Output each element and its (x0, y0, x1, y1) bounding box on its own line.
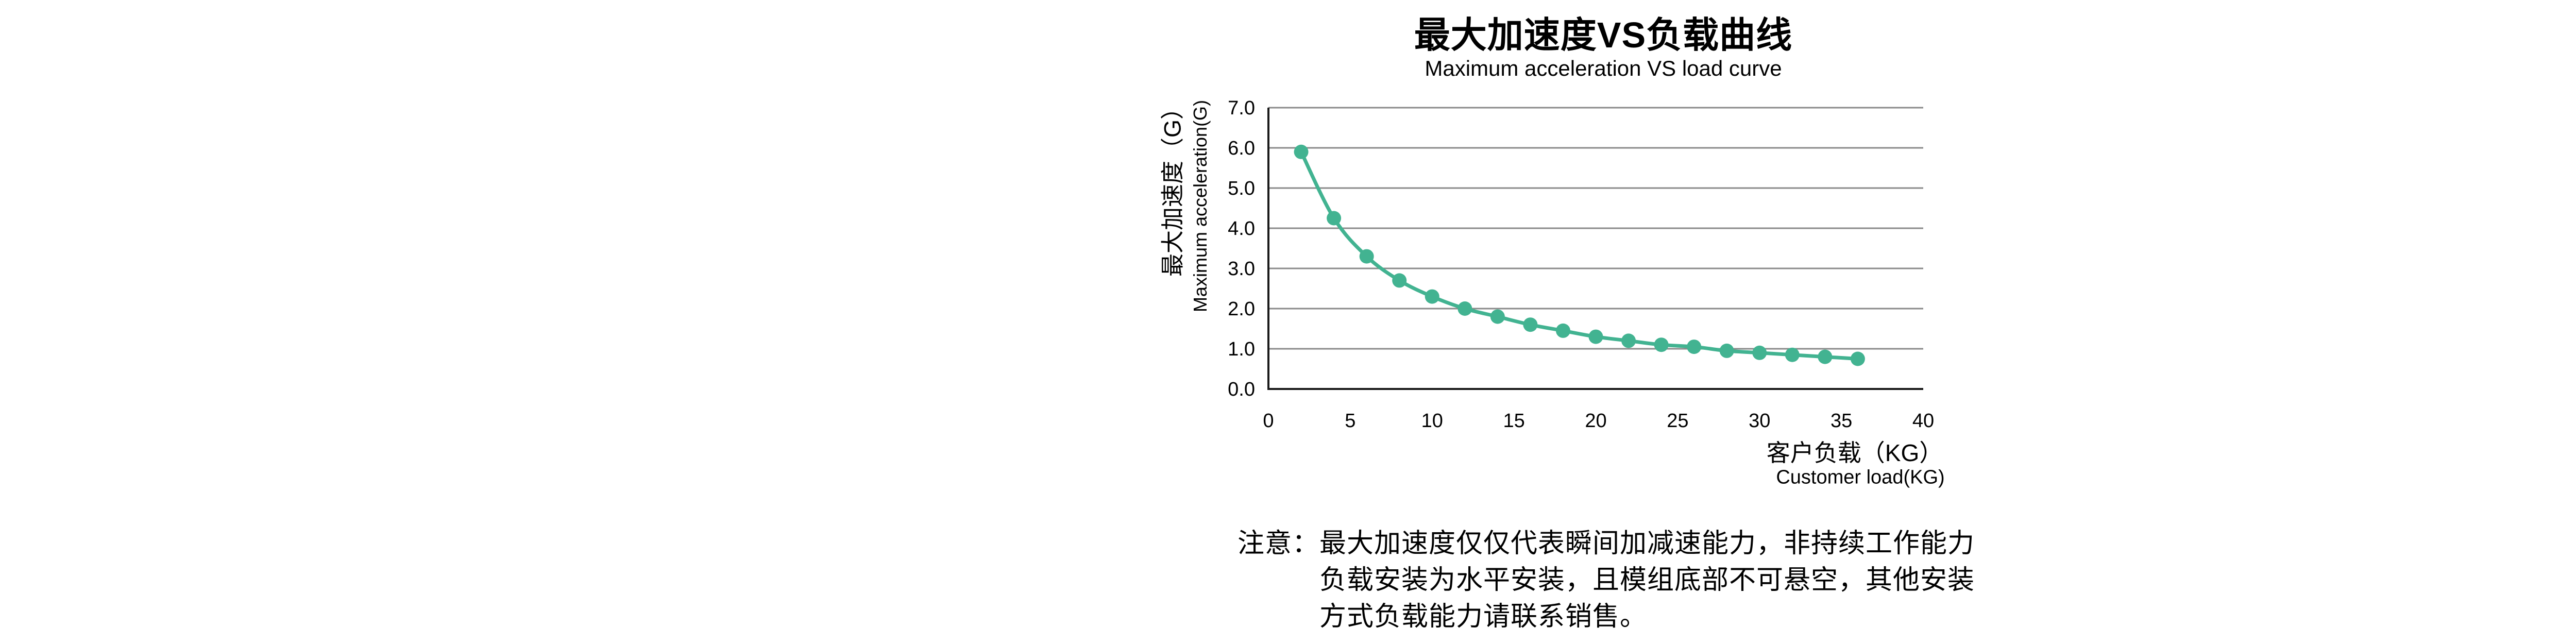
x-tick-label: 25 (1667, 410, 1688, 432)
series-point (1719, 343, 1734, 358)
note-line: 方式负载能力请联系销售。 (1319, 602, 1648, 632)
y-axis-title-zh: 最大加速度（G） (1159, 96, 1186, 277)
series-point (1523, 317, 1538, 332)
y-axis-title-en: Maximum acceleration(G) (1190, 99, 1211, 313)
y-tick-label: 6.0 (1228, 138, 1255, 159)
series-point (1850, 351, 1865, 366)
y-tick-label: 3.0 (1228, 258, 1255, 280)
note-line: 最大加速度仅仅代表瞬间加减速能力，非持续工作能力 (1319, 529, 1975, 558)
series-point (1621, 333, 1636, 348)
note-line: 负载安装为水平安装，且模组底部不可悬空，其他安装 (1319, 565, 1975, 595)
note-lines: 最大加速度仅仅代表瞬间加减速能力，非持续工作能力 负载安装为水平安装，且模组底部… (1319, 526, 1975, 635)
x-tick-label: 35 (1831, 410, 1852, 432)
y-tick-label: 0.0 (1228, 379, 1255, 400)
note-label: 注意： (1238, 529, 1320, 558)
y-tick-label: 4.0 (1228, 218, 1255, 240)
x-tick-label: 20 (1585, 410, 1606, 432)
series-point (1425, 289, 1439, 304)
series-point (1687, 340, 1702, 354)
series-point (1654, 337, 1669, 352)
series-point (1490, 309, 1505, 324)
y-tick-label: 5.0 (1228, 178, 1255, 199)
series-point (1327, 211, 1342, 226)
y-tick-label: 7.0 (1228, 97, 1255, 119)
series-point (1752, 345, 1767, 360)
note-block: 注意： 最大加速度仅仅代表瞬间加减速能力，非持续工作能力 负载安装为水平安装，且… (1238, 526, 1975, 635)
series-point (1392, 273, 1407, 288)
series-point (1818, 349, 1833, 364)
y-tick-label: 2.0 (1228, 298, 1255, 320)
series-line (1299, 150, 1860, 361)
series-point (1588, 329, 1603, 344)
x-axis-title-en: Customer load(KG) (1776, 466, 1945, 488)
chart-subtitle: Maximum acceleration VS load curve (1425, 56, 1782, 80)
chart-header: 最大加速度VS负载曲线 Maximum acceleration VS load… (1243, 0, 1964, 80)
x-tick-label: 40 (1912, 410, 1934, 432)
x-axis-title-zh: 客户负载（KG） (1766, 439, 1943, 466)
x-tick-label: 10 (1421, 410, 1443, 432)
x-tick-label: 0 (1263, 410, 1274, 432)
x-tick-label: 5 (1345, 410, 1355, 432)
x-tick-label: 15 (1503, 410, 1524, 432)
series-point (1294, 144, 1309, 159)
series-point (1785, 347, 1800, 362)
x-tick-label: 30 (1749, 410, 1770, 432)
chart-title: 最大加速度VS负载曲线 (1414, 15, 1793, 55)
series-point (1555, 323, 1570, 338)
series-point (1458, 301, 1472, 316)
y-tick-label: 1.0 (1228, 338, 1255, 360)
series-point (1359, 249, 1374, 264)
